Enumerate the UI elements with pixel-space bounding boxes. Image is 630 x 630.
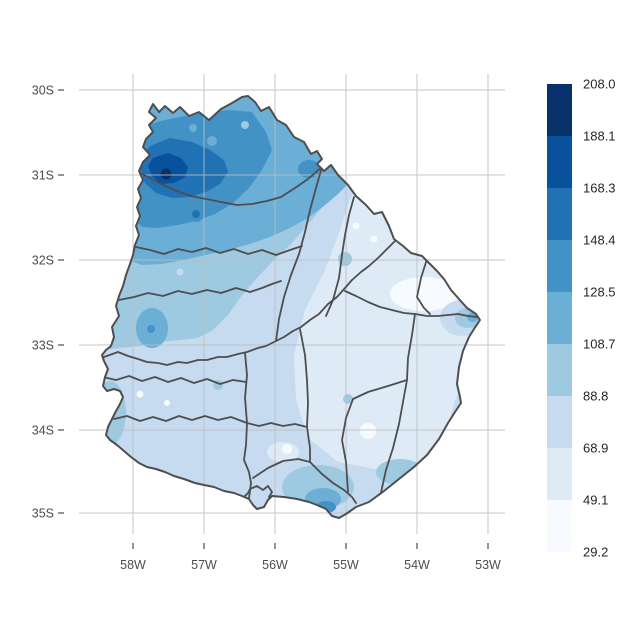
- legend-label-7: 68.9: [583, 441, 608, 456]
- department-boundaries: [102, 166, 478, 513]
- y-axis-label-32s: 32S: [32, 254, 54, 268]
- x-axis-label-56w: 56W: [262, 558, 288, 572]
- x-axis-label-58w: 58W: [120, 558, 146, 572]
- department-boundary: [379, 313, 416, 498]
- legend-swatch-7: [547, 448, 572, 500]
- legend-swatch-6: [547, 396, 572, 448]
- legend-swatch-3: [547, 240, 572, 292]
- department-boundary: [341, 379, 408, 493]
- contour-light-spot: [136, 390, 144, 398]
- legend-swatch-1: [547, 136, 572, 188]
- x-axis-label-57w: 57W: [191, 558, 217, 572]
- y-axis-label-31s: 31S: [32, 169, 54, 183]
- contour-light-spot: [282, 444, 292, 454]
- x-axis-label-53w: 53W: [475, 558, 501, 572]
- contour-west-blob-core: [147, 325, 155, 333]
- y-axis-label-34s: 34S: [32, 424, 54, 438]
- department-boundary: [113, 415, 308, 428]
- legend-label-2: 168.3: [583, 181, 616, 196]
- legend-label-3: 148.4: [583, 233, 616, 248]
- legend-label-1: 188.1: [583, 129, 616, 144]
- x-axis-label-55w: 55W: [333, 558, 359, 572]
- y-axis-label-30s: 30S: [32, 84, 54, 98]
- contour-hole: [189, 124, 197, 132]
- department-boundary: [118, 280, 282, 301]
- legend-label-8: 49.1: [583, 493, 608, 508]
- legend-swatch-8: [547, 500, 572, 552]
- contour-salto-dot: [192, 210, 200, 218]
- legend-label-6: 88.8: [583, 389, 608, 404]
- contour-spot: [176, 268, 184, 276]
- department-boundary: [275, 166, 323, 342]
- contour-light-spot: [360, 423, 376, 439]
- contour-hole: [241, 121, 249, 129]
- legend-label-4: 128.5: [583, 285, 616, 300]
- department-boundary: [135, 245, 303, 256]
- legend-swatch-0: [547, 84, 572, 136]
- department-boundary: [252, 458, 311, 479]
- department-boundary: [299, 328, 311, 463]
- y-axis-label-35s: 35S: [32, 507, 54, 521]
- contour-montevideo-core: [316, 501, 336, 513]
- contour-nw-peak: [160, 168, 172, 180]
- department-boundary: [416, 258, 431, 315]
- y-axis-label-33s: 33S: [32, 339, 54, 353]
- department-boundary: [309, 461, 357, 504]
- x-axis-labels: 58W 57W 56W 55W 54W 53W: [120, 558, 501, 572]
- legend-label-0: 208.0: [583, 77, 616, 92]
- legend-swatch-5: [547, 344, 572, 396]
- contour-east-lightest: [390, 277, 458, 311]
- legend-label-9: 29.2: [583, 545, 608, 560]
- legend-swatch-2: [547, 188, 572, 240]
- department-boundary: [103, 240, 396, 366]
- contour-hole: [207, 136, 217, 146]
- axis-ticks: [58, 89, 489, 549]
- department-boundary: [137, 166, 323, 206]
- x-axis-label-54w: 54W: [404, 558, 430, 572]
- contour-nw-darkest-ring: [148, 153, 188, 184]
- legend-label-5: 108.7: [583, 337, 616, 352]
- y-axis-labels: 30S 31S 32S 33S 34S 35S: [32, 84, 54, 521]
- legend-swatch-4: [547, 292, 572, 344]
- contour-light-spot: [164, 400, 170, 406]
- department-boundary: [102, 375, 247, 385]
- contour-light-spot: [352, 222, 360, 230]
- choropleth-fills: [102, 96, 480, 518]
- legend-labels: 208.0 188.1 168.3 148.4 128.5 108.7 88.8…: [583, 77, 616, 560]
- legend-colorbar: [547, 84, 572, 552]
- country-outline: [101, 95, 481, 519]
- contour-light-spot: [370, 235, 378, 243]
